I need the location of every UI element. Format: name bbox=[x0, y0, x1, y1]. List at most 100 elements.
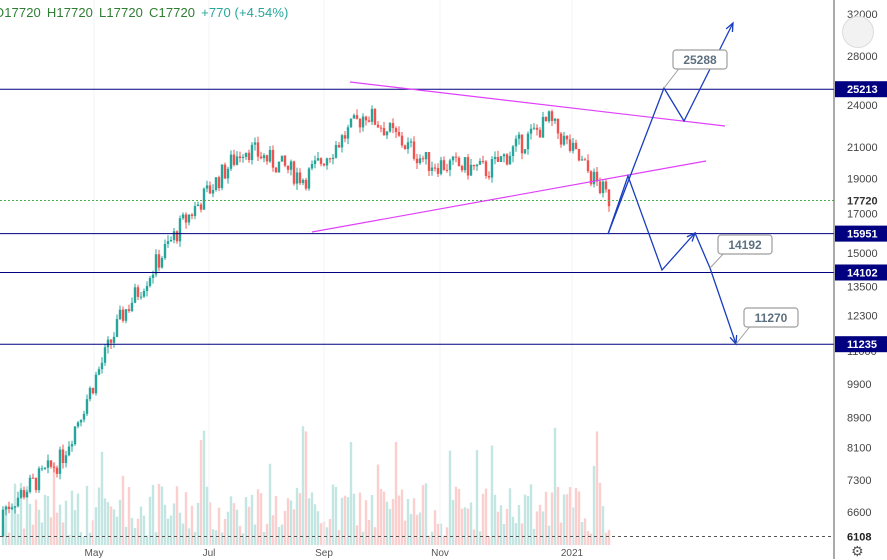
drawings[interactable]: 25288 14192 11270 bbox=[0, 21, 834, 537]
candle bbox=[250, 144, 254, 161]
volume-bar bbox=[481, 493, 485, 545]
zoom-icon[interactable] bbox=[842, 16, 874, 48]
y-tick-label: 13500 bbox=[847, 281, 878, 293]
candle bbox=[544, 116, 548, 122]
candle bbox=[541, 116, 545, 138]
volume-bar bbox=[427, 535, 431, 545]
candle bbox=[22, 490, 26, 498]
volume-bar bbox=[529, 484, 533, 545]
candle bbox=[184, 214, 188, 223]
level-15951-tag-label: 15951 bbox=[847, 229, 878, 241]
candle bbox=[163, 243, 167, 259]
volume-bar bbox=[310, 492, 314, 545]
volume-bar bbox=[535, 511, 539, 545]
volume-bar bbox=[346, 497, 350, 545]
price-axis[interactable]: 3200028000240002100019000170001500013500… bbox=[833, 0, 887, 559]
candle bbox=[355, 115, 359, 119]
candle bbox=[484, 161, 488, 177]
y-tick-label: 8100 bbox=[847, 442, 871, 454]
candle bbox=[409, 141, 413, 143]
volume-bar bbox=[493, 494, 497, 545]
callout-14192-box[interactable] bbox=[717, 234, 773, 255]
volume-bar bbox=[466, 508, 470, 545]
candle bbox=[157, 254, 161, 268]
lower-trend-line[interactable] bbox=[311, 160, 707, 233]
candle bbox=[241, 157, 245, 159]
candle bbox=[427, 152, 431, 171]
gear-icon[interactable]: ⚙ bbox=[851, 544, 864, 560]
upper-trend-line[interactable] bbox=[349, 81, 726, 127]
volume-bar bbox=[361, 531, 365, 545]
volume-bar bbox=[496, 511, 500, 545]
volume-bar bbox=[511, 516, 515, 545]
volume-bar bbox=[298, 493, 302, 545]
volume-bar bbox=[148, 496, 152, 545]
candle bbox=[112, 336, 116, 343]
volume-bar bbox=[349, 441, 353, 545]
candle bbox=[115, 319, 119, 337]
candle bbox=[535, 127, 539, 130]
callout-11270-box[interactable] bbox=[743, 307, 799, 328]
candle bbox=[268, 149, 272, 162]
candle bbox=[463, 157, 467, 171]
candle bbox=[499, 156, 503, 162]
candle bbox=[121, 309, 125, 321]
volume-bar bbox=[589, 533, 593, 545]
candle bbox=[70, 444, 74, 447]
candle bbox=[529, 128, 533, 134]
volume-bar bbox=[409, 513, 413, 545]
callout-25288-box[interactable] bbox=[672, 49, 728, 70]
time-gridlines bbox=[93, 0, 573, 547]
volume-bar bbox=[175, 486, 179, 545]
volume-bar bbox=[304, 431, 308, 545]
candle bbox=[577, 148, 581, 161]
volume-bar bbox=[454, 486, 458, 545]
candle bbox=[193, 206, 197, 216]
candle bbox=[550, 111, 554, 121]
volume-bar bbox=[553, 427, 557, 545]
candle bbox=[19, 490, 23, 498]
volume-bar bbox=[340, 497, 344, 545]
candle bbox=[481, 160, 485, 162]
volume-bar bbox=[604, 532, 608, 545]
candle bbox=[331, 157, 335, 160]
volume-bar bbox=[259, 493, 263, 545]
volume-bar bbox=[142, 515, 146, 545]
volume-bar bbox=[178, 512, 182, 545]
open-value: O17720 bbox=[0, 5, 41, 20]
volume-bar bbox=[442, 535, 446, 545]
candle bbox=[88, 387, 92, 400]
candle bbox=[385, 131, 389, 136]
candle bbox=[247, 152, 251, 161]
volume-bar bbox=[7, 532, 11, 545]
volume-bar bbox=[460, 508, 464, 545]
volume-bars bbox=[1, 426, 611, 545]
volume-bar bbox=[10, 506, 14, 545]
volume-bar bbox=[43, 494, 47, 545]
volume-bar bbox=[526, 495, 530, 545]
candle bbox=[292, 161, 296, 184]
candle bbox=[451, 156, 455, 161]
candle bbox=[187, 214, 191, 223]
volume-bar bbox=[202, 430, 206, 545]
volume-bar bbox=[568, 487, 572, 545]
candle bbox=[79, 419, 83, 423]
volume-bar bbox=[172, 503, 176, 545]
bearish-projection-1[interactable] bbox=[607, 174, 696, 272]
candle bbox=[571, 142, 575, 151]
time-axis[interactable]: May Jul Sep Nov 2021 bbox=[85, 548, 584, 559]
candle bbox=[301, 179, 305, 184]
candle bbox=[265, 155, 269, 162]
candle bbox=[229, 154, 233, 169]
volume-bar bbox=[595, 431, 599, 545]
candle bbox=[274, 167, 278, 173]
volume-bar bbox=[268, 463, 272, 545]
candle bbox=[124, 309, 128, 321]
volume-bar bbox=[121, 475, 125, 545]
volume-bar bbox=[457, 488, 461, 545]
volume-bar bbox=[205, 486, 209, 545]
candle bbox=[340, 135, 344, 148]
level-11235-tag bbox=[835, 336, 887, 353]
bullish-projection[interactable] bbox=[607, 22, 734, 235]
